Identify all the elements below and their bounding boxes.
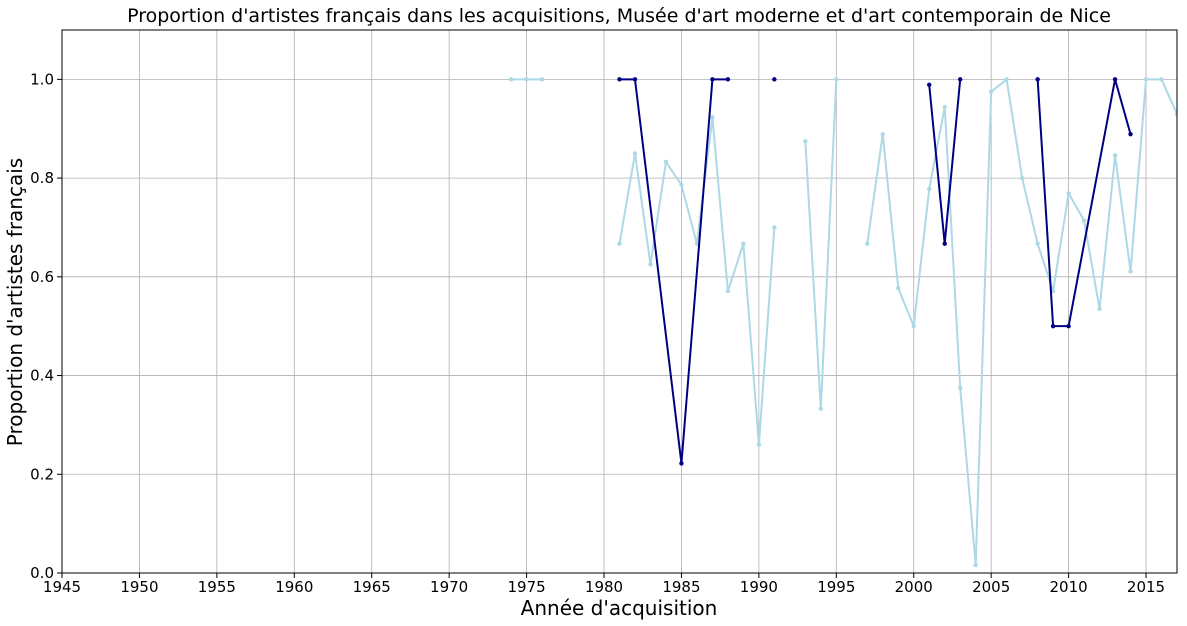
x-tick-label: 1990 — [740, 578, 778, 596]
data-point — [880, 131, 885, 137]
x-tick-label: 1980 — [585, 578, 623, 596]
y-tick-label: 0.2 — [30, 465, 54, 483]
data-point — [1004, 77, 1009, 82]
series-line — [619, 78, 728, 465]
data-point — [973, 562, 978, 568]
data-point — [1081, 218, 1087, 223]
data-point — [1050, 288, 1056, 294]
data-point — [710, 77, 715, 82]
x-axis: 1945 1950 1955 1960 1965 1970 1975 1980 1985 1990… — [43, 573, 1165, 596]
data-point — [988, 89, 994, 94]
data-point — [1112, 153, 1118, 158]
data-point — [694, 241, 700, 246]
data-point — [1066, 191, 1071, 196]
data-point — [632, 77, 638, 82]
x-tick-label: 1965 — [353, 578, 391, 596]
x-tick-label: 1975 — [507, 578, 545, 596]
x-tick-label: 1955 — [198, 578, 236, 596]
data-point — [679, 182, 684, 188]
data-point — [772, 77, 777, 82]
data-point — [911, 323, 916, 329]
series-line — [804, 79, 838, 410]
data-point — [1174, 111, 1177, 117]
data-point — [942, 104, 947, 110]
grid — [61, 30, 1177, 574]
data-point — [957, 77, 963, 82]
x-tick-label: 1995 — [817, 578, 855, 596]
y-tick-label: 0.0 — [30, 564, 54, 582]
data-point — [679, 461, 684, 466]
x-tick-label: 1945 — [43, 578, 81, 596]
data-point — [524, 77, 529, 82]
data-point — [1066, 323, 1071, 329]
data-point — [508, 77, 514, 82]
x-tick-label: 2000 — [895, 578, 933, 596]
series-layer — [508, 77, 1177, 568]
series-1 — [617, 77, 1133, 466]
data-point — [1050, 323, 1056, 329]
x-tick-label: 1970 — [430, 578, 468, 596]
data-point — [865, 241, 870, 246]
series-line — [1036, 78, 1132, 328]
data-point — [1097, 306, 1102, 312]
x-tick-label: 2015 — [1127, 578, 1165, 596]
data-point — [725, 77, 731, 82]
data-point — [539, 77, 545, 82]
x-axis-label: Année d'acquisition — [521, 596, 718, 620]
x-tick-label: 1985 — [662, 578, 700, 596]
data-point — [1035, 77, 1040, 82]
chart-title: Proportion d'artistes français dans les … — [127, 5, 1111, 27]
data-point — [927, 82, 932, 87]
series-0 — [508, 77, 1177, 568]
x-tick-label: 2005 — [972, 578, 1010, 596]
data-point — [1128, 131, 1133, 137]
data-point — [957, 385, 963, 391]
data-point — [1143, 77, 1149, 82]
data-point — [741, 241, 746, 246]
data-point — [663, 159, 669, 164]
y-tick-label: 0.4 — [30, 367, 54, 385]
data-point — [632, 151, 638, 156]
data-point — [772, 225, 777, 230]
data-point — [1112, 77, 1118, 82]
data-point — [617, 77, 622, 82]
data-point — [1019, 175, 1025, 181]
data-point — [927, 186, 932, 192]
data-point — [710, 115, 715, 120]
y-tick-label: 0.8 — [30, 169, 54, 187]
y-tick-label: 1.0 — [30, 70, 54, 88]
data-point — [942, 241, 947, 246]
data-point — [1128, 269, 1133, 274]
data-point — [756, 442, 762, 447]
data-point — [834, 77, 839, 82]
data-point — [896, 285, 901, 291]
y-axis: 0.0 0.2 0.4 0.6 0.8 1.0 — [30, 70, 62, 582]
data-point — [818, 406, 824, 411]
data-point — [1159, 77, 1164, 82]
data-point — [648, 262, 653, 267]
x-tick-label: 1950 — [120, 578, 158, 596]
plot-frame — [61, 29, 1178, 574]
data-point — [617, 241, 622, 246]
y-tick-label: 0.6 — [30, 268, 54, 286]
y-axis-label: Proportion d'artistes français — [3, 158, 27, 446]
x-tick-label: 1960 — [275, 578, 313, 596]
data-point — [803, 138, 808, 144]
data-point — [1035, 241, 1040, 246]
data-point — [725, 288, 731, 294]
x-tick-label: 2010 — [1050, 578, 1088, 596]
